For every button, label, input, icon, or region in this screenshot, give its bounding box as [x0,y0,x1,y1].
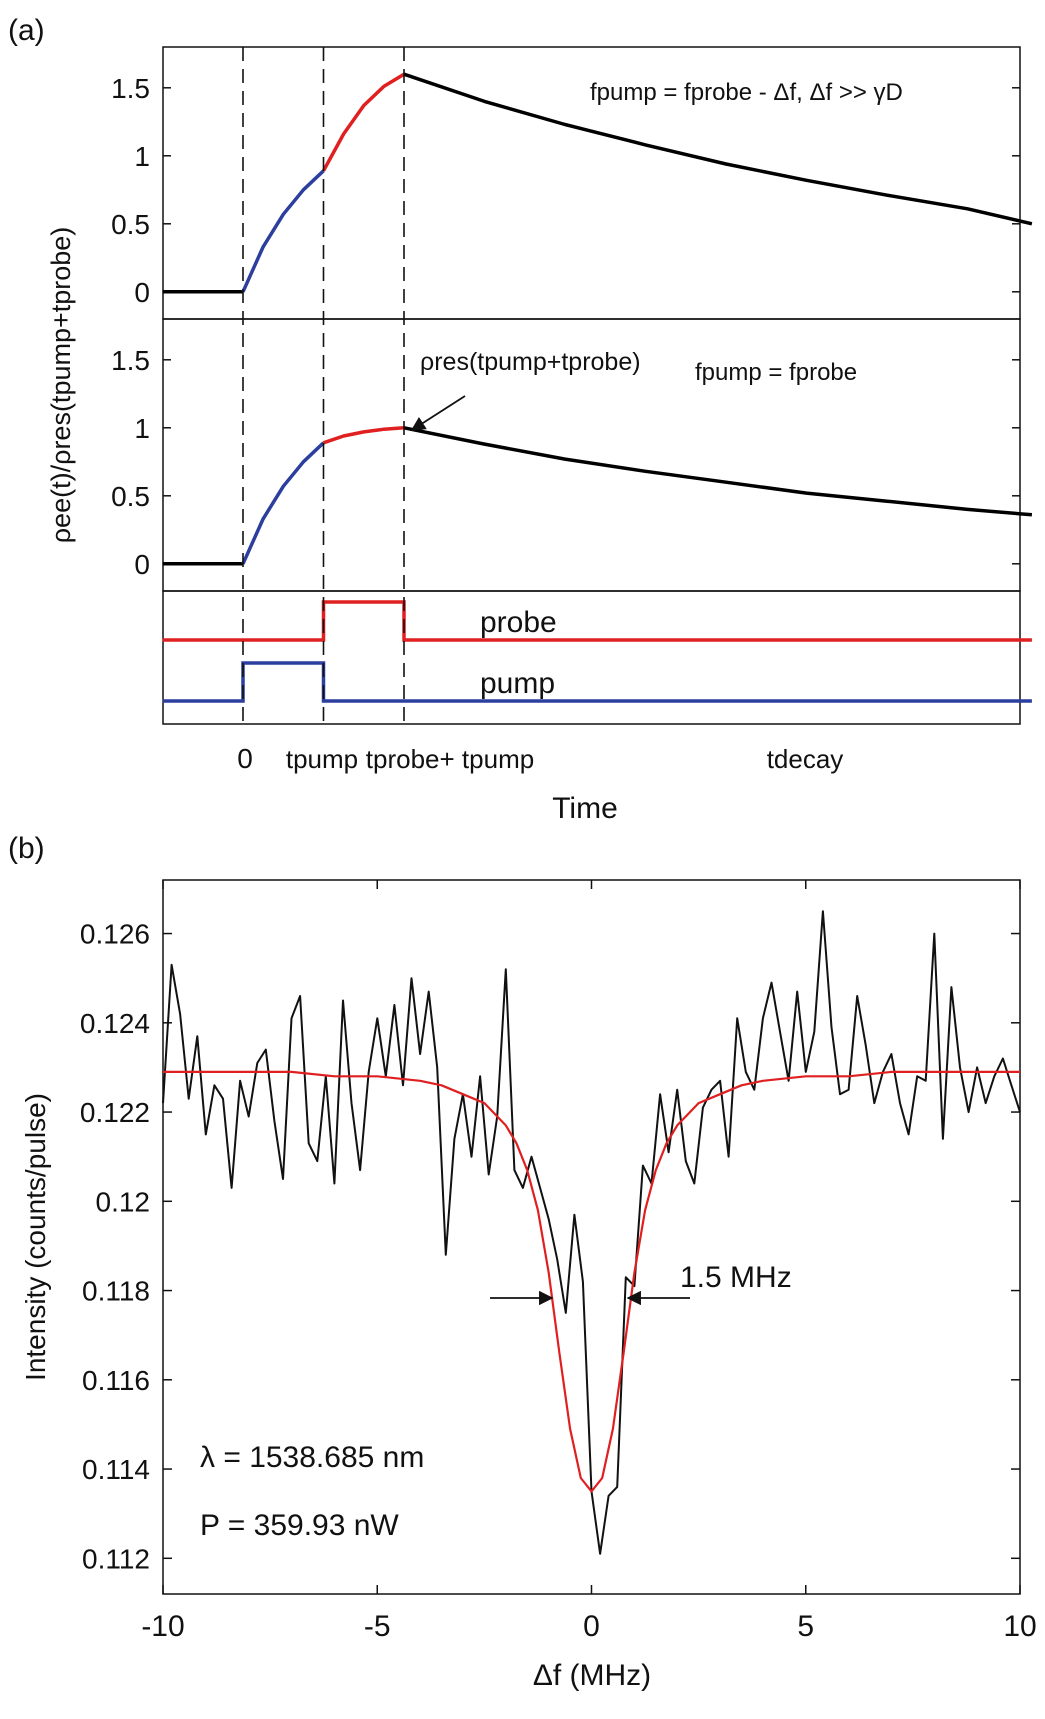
panel-a-ylabel: ρee(t)/ρres(tpump+tprobe) [46,227,76,544]
xtick-tpump: tpump [286,744,358,774]
b-ytick-label: 0.124 [80,1008,150,1039]
panel-b-ylabel: Intensity (counts/pulse) [20,1093,51,1381]
b-xtick-label: 0 [583,1610,600,1643]
panel-a-label: (a) [8,14,45,47]
panel-a-xlabel: Time [552,792,618,825]
top-curve-pump [241,169,325,293]
middle-ytick-label: 0 [134,549,150,580]
annotation-rho-res: ρres(tpump+tprobe) [420,348,641,376]
b-ytick-label: 0.114 [82,1454,150,1485]
top-ytick-label: 1.5 [111,73,150,104]
top-curve-decay [403,72,1033,226]
event-lines [242,47,405,724]
b-ytick-label: 0.12 [96,1186,151,1217]
xtick-tprobe-tpump: tprobe+ tpump [366,744,534,774]
b-xtick-label: 10 [1003,1610,1036,1643]
middle-curve-probe [322,426,405,445]
panel-b: 0.112 0.114 0.116 0.118 0.12 0.122 0.124 0.126 -… [80,879,1037,1643]
power-annotation: P = 359.93 nW [200,1509,399,1542]
xtick-tdecay: tdecay [767,744,844,774]
b-xtick-label: -10 [141,1610,184,1643]
b-ytick-label: 0.122 [80,1097,150,1128]
annotation-resonant: fpump = fprobe [695,359,857,386]
b-ytick-label: 0.112 [82,1543,150,1574]
xtick-zero: 0 [237,743,253,774]
top-ytick-label: 1 [134,141,150,172]
b-ytick-label: 0.126 [80,919,150,950]
b-xtick-label: -5 [364,1610,391,1643]
panel-b-label: (b) [8,832,45,865]
middle-ytick-label: 1 [134,413,150,444]
b-ytick-label: 0.118 [82,1276,150,1307]
b-xtick-label: 5 [797,1610,814,1643]
probe-pulse [162,600,1032,642]
pump-pulse [162,661,1032,703]
middle-curve-pump [241,441,325,565]
panel-a-pulses [162,590,1032,725]
middle-curve-decay [403,426,1033,517]
panel-a-pulses-frame [162,590,1021,725]
b-ytick-label: 0.116 [82,1365,150,1396]
annotation-detuned: fpump = fprobe - Δf, Δf >> γD [590,79,903,106]
middle-ytick-label: 1.5 [111,345,150,376]
lambda-annotation: λ = 1538.685 nm [200,1441,424,1474]
top-curve-probe [321,72,405,172]
linewidth-annotation: 1.5 MHz [680,1261,792,1294]
annotation-arrow [410,395,466,431]
fit-curve-line [163,1070,1020,1493]
pump-label: pump [480,667,555,700]
top-ytick-label: 0 [134,277,150,308]
top-ytick-label: 0.5 [111,209,150,240]
probe-label: probe [480,606,557,639]
middle-ytick-label: 0.5 [111,481,150,512]
panel-a-middle: 0 0.5 1 1.5 [111,318,1033,592]
panel-b-xlabel: Δf (MHz) [533,1659,651,1692]
